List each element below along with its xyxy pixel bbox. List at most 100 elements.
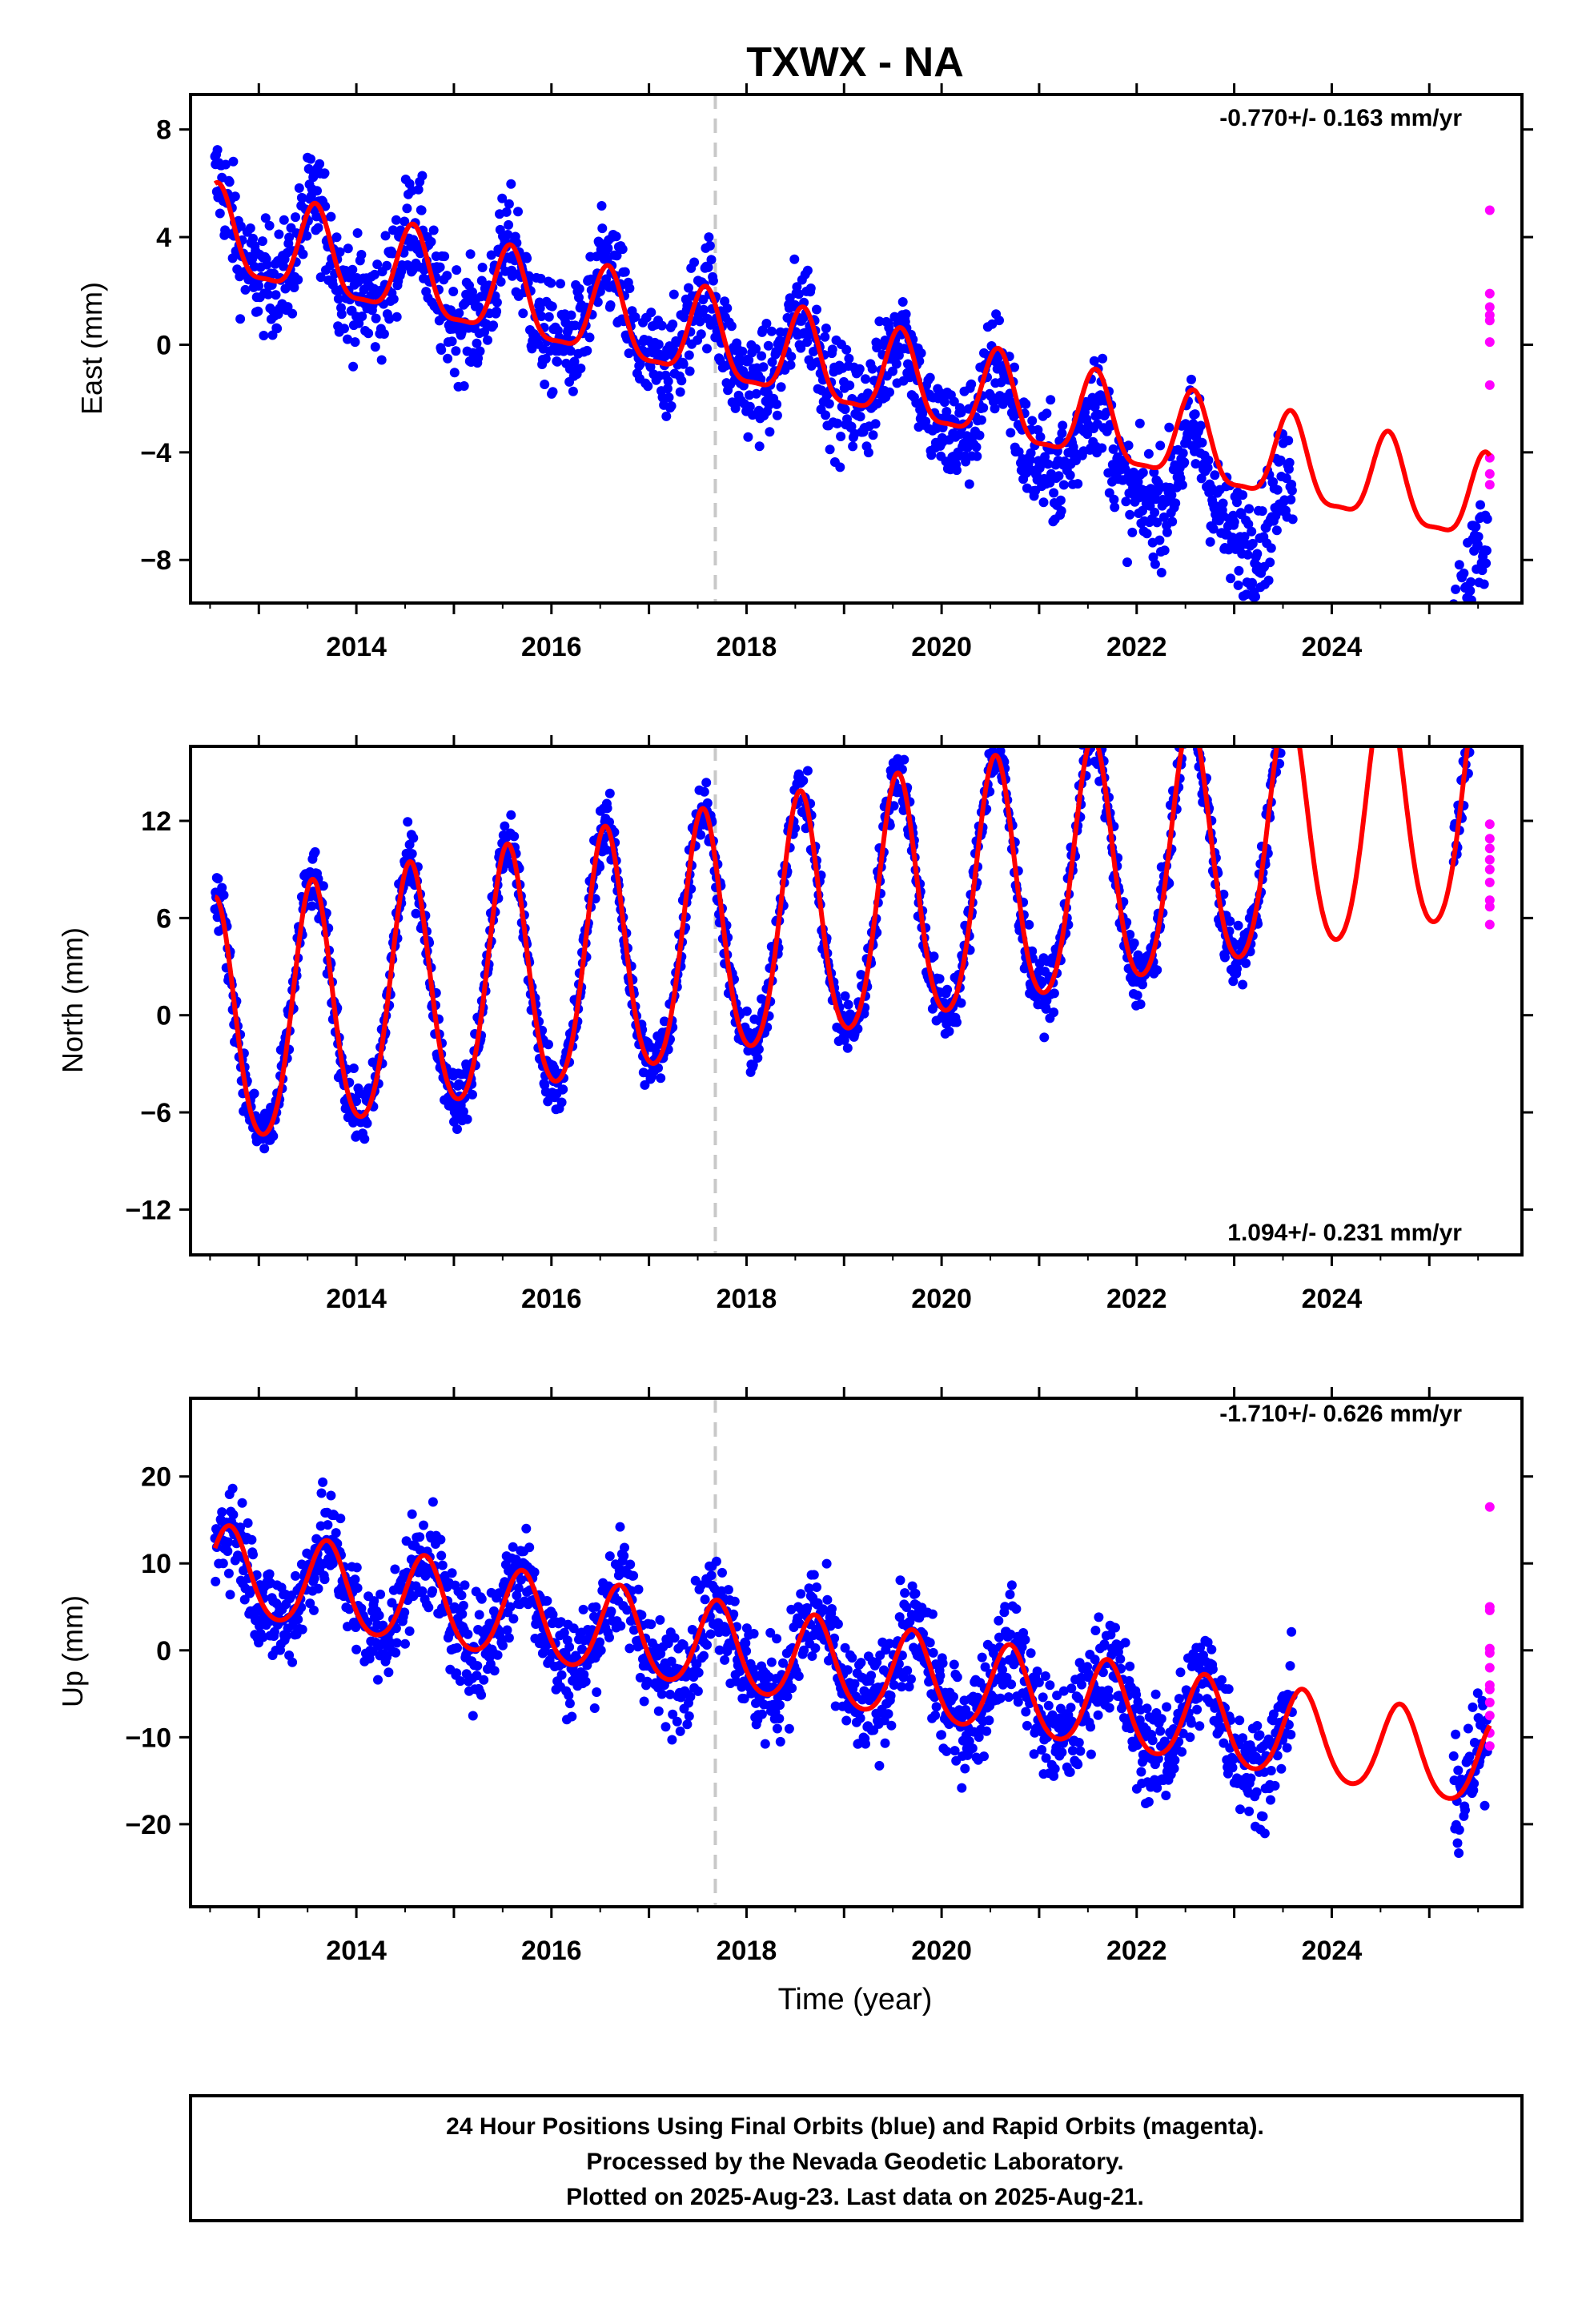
up-final-orbit-point [1034,1677,1044,1687]
east-final-orbit-point [459,381,469,391]
up-final-orbit-point [802,1602,813,1613]
north-final-orbit-point [1039,1032,1050,1043]
up-final-orbit-point [479,1675,489,1685]
east-final-orbit-point [1186,374,1196,384]
east-final-orbit-point [668,320,678,329]
east-final-orbit-point [1454,560,1464,570]
east-final-orbit-point [874,316,885,327]
east-final-orbit-point [1471,521,1481,532]
east-final-orbit-point [582,345,592,356]
east-final-orbit-point [1046,395,1056,405]
east-final-orbit-point [253,306,263,316]
east-final-orbit-point [1244,504,1255,514]
east-final-orbit-point [743,432,753,442]
north-x-tick-label: 2022 [1106,1284,1167,1314]
east-final-orbit-point [836,432,846,441]
chart-title: TXWX - NA [746,39,964,86]
up-final-orbit-point [894,1612,905,1622]
up-final-orbit-point [687,1625,697,1634]
east-final-orbit-point [805,283,816,293]
up-final-orbit-point [516,1574,526,1585]
up-final-orbit-point [615,1522,625,1532]
east-final-orbit-point [1208,524,1219,534]
east-final-orbit-point [868,430,878,440]
east-final-orbit-point [978,403,989,413]
up-final-orbit-point [995,1693,1006,1703]
north-final-orbit-point [842,1043,853,1053]
east-final-orbit-point [706,255,717,265]
east-final-orbit-point [569,356,580,367]
up-final-orbit-point [323,1520,333,1530]
east-final-orbit-point [232,264,243,275]
up-final-orbit-point [883,1709,893,1719]
north-final-orbit-point [741,1006,752,1016]
east-final-orbit-point [1164,422,1174,432]
east-final-orbit-point [556,279,565,289]
north-y-tick-label: 0 [156,1001,171,1031]
up-final-orbit-point [684,1711,694,1721]
up-final-orbit-point [455,1676,465,1687]
up-final-orbit-point [369,1596,379,1606]
up-final-orbit-point [847,1653,857,1663]
east-final-orbit-point [492,297,502,308]
east-final-orbit-point [952,465,962,476]
east-final-orbit-point [821,324,831,333]
east-final-orbit-point [1465,585,1476,596]
up-final-orbit-point [665,1689,675,1699]
north-final-orbit-point [753,1044,764,1055]
up-final-orbit-point [949,1659,959,1670]
east-final-orbit-point [684,283,693,293]
east-final-orbit-point [293,275,303,285]
north-final-orbit-point [1220,952,1230,963]
east-final-orbit-point [646,308,656,318]
east-final-orbit-point [722,303,733,313]
up-final-orbit-point [264,1569,275,1579]
east-final-orbit-point [916,348,926,358]
east-y-tick-label: 8 [156,115,171,146]
east-final-orbit-point [617,244,628,255]
east-final-orbit-point [776,382,786,392]
up-final-orbit-point [505,1602,516,1612]
east-final-orbit-point [449,368,460,378]
east-final-orbit-point [1073,479,1083,489]
east-final-orbit-point [696,329,706,340]
up-final-orbit-point [564,1699,575,1709]
east-final-orbit-point [855,412,865,422]
north-final-orbit-point [802,766,813,776]
east-final-orbit-point [745,401,755,412]
up-final-orbit-point [1043,1700,1054,1711]
up-y-axis-label: Up (mm) [56,1595,89,1707]
east-final-orbit-point [370,342,380,352]
up-final-orbit-point [666,1656,677,1667]
up-final-orbit-point [407,1509,417,1519]
north-final-orbit-point [268,1131,279,1141]
east-final-orbit-point [1232,497,1242,508]
east-final-orbit-point [260,213,271,223]
up-final-orbit-point [474,1610,484,1620]
east-final-orbit-point [1167,517,1178,527]
up-final-orbit-point [950,1746,960,1756]
north-final-orbit-point [1152,965,1162,975]
up-final-orbit-point [639,1696,649,1707]
up-final-orbit-point [400,1607,410,1618]
up-final-orbit-point [994,1632,1004,1642]
east-final-orbit-point [620,267,630,277]
east-final-orbit-point [535,303,545,313]
up-final-orbit-point [391,1623,401,1634]
up-final-orbit-point [625,1559,636,1570]
up-final-orbit-point [957,1783,967,1793]
up-final-orbit-point [616,1621,626,1631]
up-final-orbit-point [799,1645,809,1655]
up-final-orbit-point [489,1666,500,1676]
east-final-orbit-point [492,306,502,316]
east-final-orbit-point [844,353,854,364]
east-final-orbit-point [1043,459,1053,469]
up-final-orbit-point [458,1600,468,1610]
east-final-orbit-point [1152,517,1162,528]
up-final-orbit-point [437,1560,448,1570]
east-final-orbit-point [1166,490,1177,501]
up-final-orbit-point [628,1625,639,1635]
north-final-orbit-point [544,1039,553,1050]
east-y-tick-label: 4 [156,223,171,253]
east-final-orbit-point [1229,517,1239,527]
